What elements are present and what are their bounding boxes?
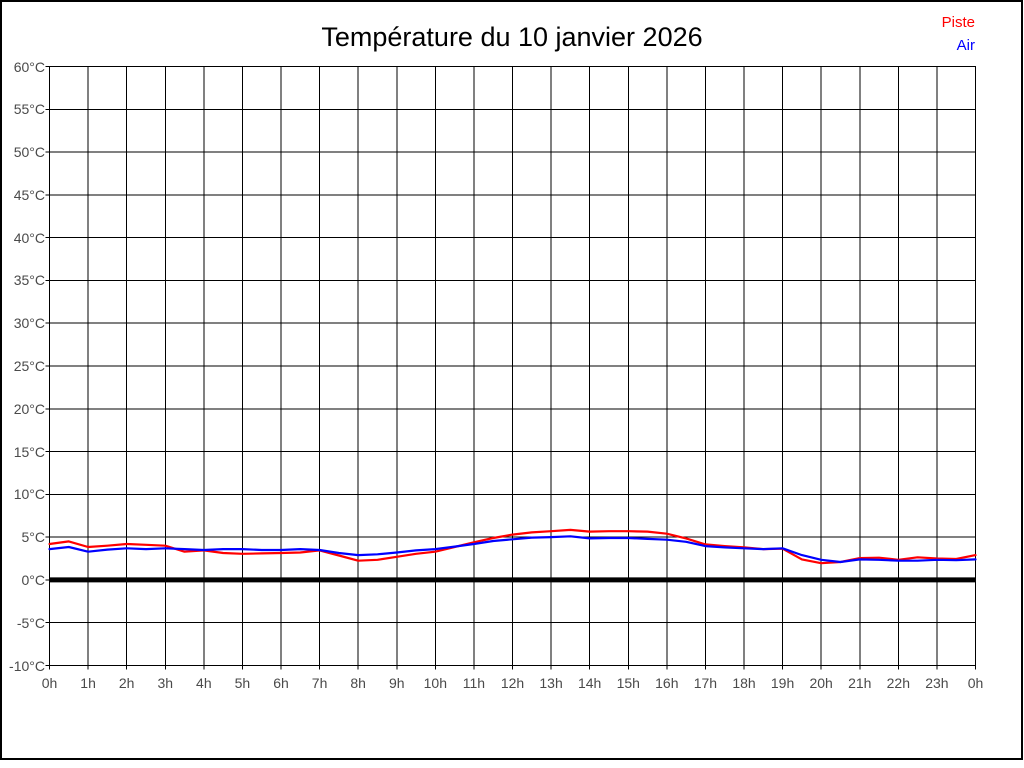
y-axis-label: 0°C [21, 571, 46, 588]
x-axis-label: 1h [80, 675, 96, 691]
y-axis-label: 15°C [13, 443, 45, 460]
x-axis-label: 0h [967, 675, 984, 691]
x-axis-label: 10h [423, 675, 448, 691]
y-axis-label: 25°C [13, 358, 45, 374]
x-axis-label: 22h [886, 675, 911, 691]
x-axis-label: 8h [350, 675, 366, 691]
y-axis-label: 40°C [13, 229, 45, 246]
x-axis-label: 19h [770, 675, 795, 691]
x-axis-label: 3h [157, 675, 174, 691]
y-axis-label: 30°C [13, 315, 45, 332]
x-axis-label: 5h [234, 675, 251, 691]
y-axis-label: 20°C [13, 400, 45, 417]
legend-item-piste: Piste [941, 14, 975, 31]
y-axis-label: 55°C [13, 101, 45, 118]
y-axis-label: 50°C [13, 144, 45, 161]
legend-item-air: Air [956, 37, 975, 54]
x-axis-label: 2h [118, 675, 135, 691]
y-axis-label: 10°C [13, 486, 45, 503]
x-axis-label: 12h [500, 675, 525, 691]
y-axis-label: 5°C [21, 529, 46, 546]
y-axis-label: -5°C [16, 614, 45, 631]
y-axis-label: 35°C [13, 272, 45, 289]
x-axis-label: 11h [462, 675, 486, 691]
y-axis-label: 45°C [13, 186, 45, 203]
x-axis-label: 15h [616, 675, 640, 691]
x-axis-label: 23h [925, 675, 949, 691]
x-axis-label: 17h [693, 675, 718, 691]
x-axis-label: 9h [388, 675, 405, 691]
x-axis-label: 18h [732, 675, 756, 691]
legend: Piste Air [942, 11, 975, 57]
x-axis-label: 4h [196, 675, 212, 691]
x-axis-label: 7h [311, 675, 328, 691]
x-axis-label: 0h [41, 675, 58, 691]
y-axis-label: 60°C [13, 58, 45, 75]
chart-title: Température du 10 janvier 2026 [321, 22, 703, 52]
x-axis-label: 6h [273, 675, 289, 691]
x-axis-label: 13h [539, 675, 563, 691]
series-line-air [48, 535, 977, 564]
x-axis-label: 21h [848, 675, 872, 691]
x-axis-label: 14h [577, 675, 602, 691]
x-axis-label: 16h [655, 675, 679, 691]
y-axis-label: -10°C [9, 657, 45, 674]
x-axis-label: 20h [809, 675, 833, 691]
plot-frame [49, 66, 976, 666]
